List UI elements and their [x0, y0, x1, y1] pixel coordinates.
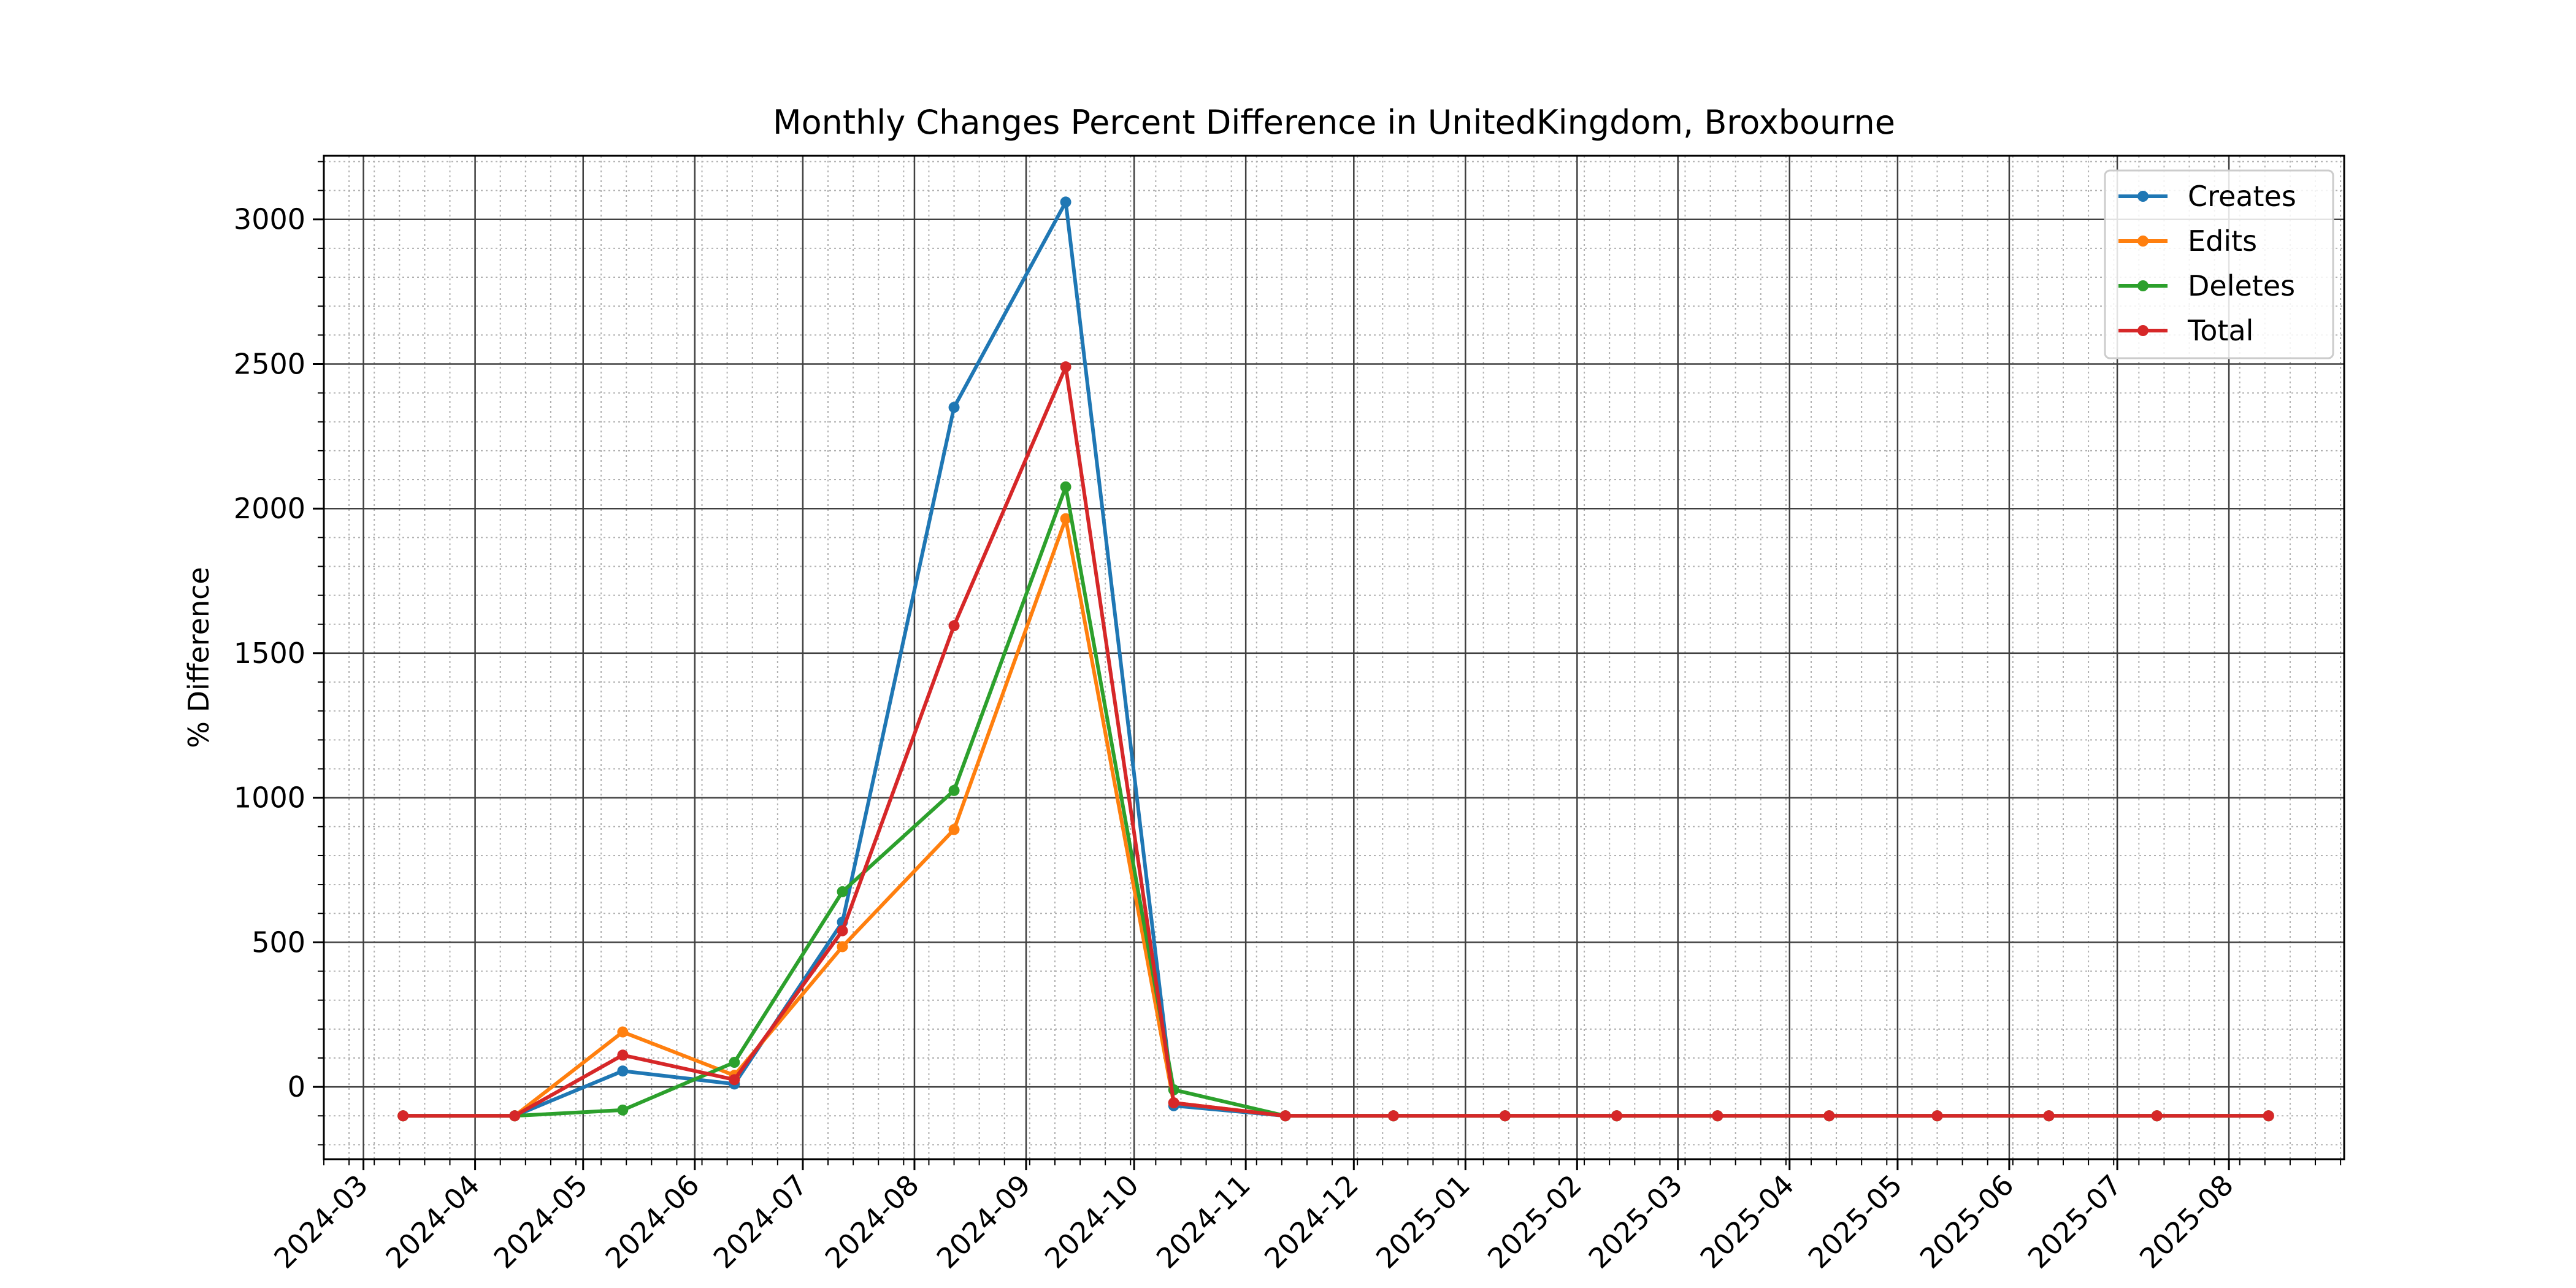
chart-title: Monthly Changes Percent Difference in Un…: [773, 103, 1895, 142]
data-point-total: [2263, 1110, 2274, 1122]
legend-label-deletes: Deletes: [2188, 269, 2295, 302]
data-point-total: [2043, 1110, 2055, 1122]
data-point-deletes: [617, 1104, 629, 1116]
y-tick-label: 1000: [234, 781, 305, 815]
data-point-edits: [837, 941, 848, 953]
data-point-creates: [948, 402, 960, 413]
y-tick-label: 3000: [234, 203, 305, 236]
legend-marker-deletes: [2137, 280, 2149, 291]
data-point-edits: [948, 824, 960, 835]
data-point-creates: [1060, 196, 1071, 208]
legend-marker-edits: [2137, 236, 2149, 247]
data-point-total: [1499, 1110, 1511, 1122]
data-point-total: [2151, 1110, 2163, 1122]
y-tick-label: 500: [251, 926, 305, 959]
data-point-total: [1168, 1097, 1179, 1109]
legend-label-edits: Edits: [2188, 224, 2257, 258]
data-point-total: [948, 620, 960, 632]
data-point-deletes: [948, 784, 960, 796]
legend-marker-total: [2137, 325, 2149, 336]
legend-label-creates: Creates: [2188, 180, 2296, 213]
series-layer: [397, 196, 2274, 1122]
legend-frame: [2104, 169, 2334, 359]
plot-area-frame: [323, 155, 2345, 1160]
data-point-deletes: [837, 886, 848, 897]
y-axis-label: % Difference: [182, 567, 215, 748]
data-point-total: [1823, 1110, 1835, 1122]
series-line-total: [403, 365, 2269, 1118]
data-point-edits: [617, 1026, 629, 1038]
data-point-deletes: [729, 1057, 740, 1068]
legend-marker-creates: [2137, 191, 2149, 202]
y-tick-label: 2000: [234, 492, 305, 525]
data-point-total: [617, 1049, 629, 1061]
y-tick-label: 0: [288, 1070, 305, 1103]
data-point-creates: [617, 1065, 629, 1077]
data-point-total: [1611, 1110, 1622, 1122]
data-point-total: [1712, 1110, 1723, 1122]
data-point-total: [1279, 1110, 1291, 1122]
legend-label-total: Total: [2187, 314, 2253, 347]
major-grid: [324, 156, 2344, 1159]
data-point-total: [1387, 1110, 1399, 1122]
data-point-total: [729, 1074, 740, 1086]
legend: Creates Edits Deletes Total: [2104, 169, 2334, 359]
minor-grid: [324, 156, 2344, 1159]
data-point-total: [509, 1110, 521, 1122]
data-point-edits: [1060, 513, 1071, 524]
data-point-total: [837, 925, 848, 937]
y-tick-label: 2500: [234, 347, 305, 380]
y-tick-label: 1500: [234, 637, 305, 670]
data-point-total: [1060, 361, 1071, 373]
data-point-deletes: [1060, 481, 1071, 493]
data-point-total: [1931, 1110, 1943, 1122]
data-point-total: [397, 1110, 409, 1122]
